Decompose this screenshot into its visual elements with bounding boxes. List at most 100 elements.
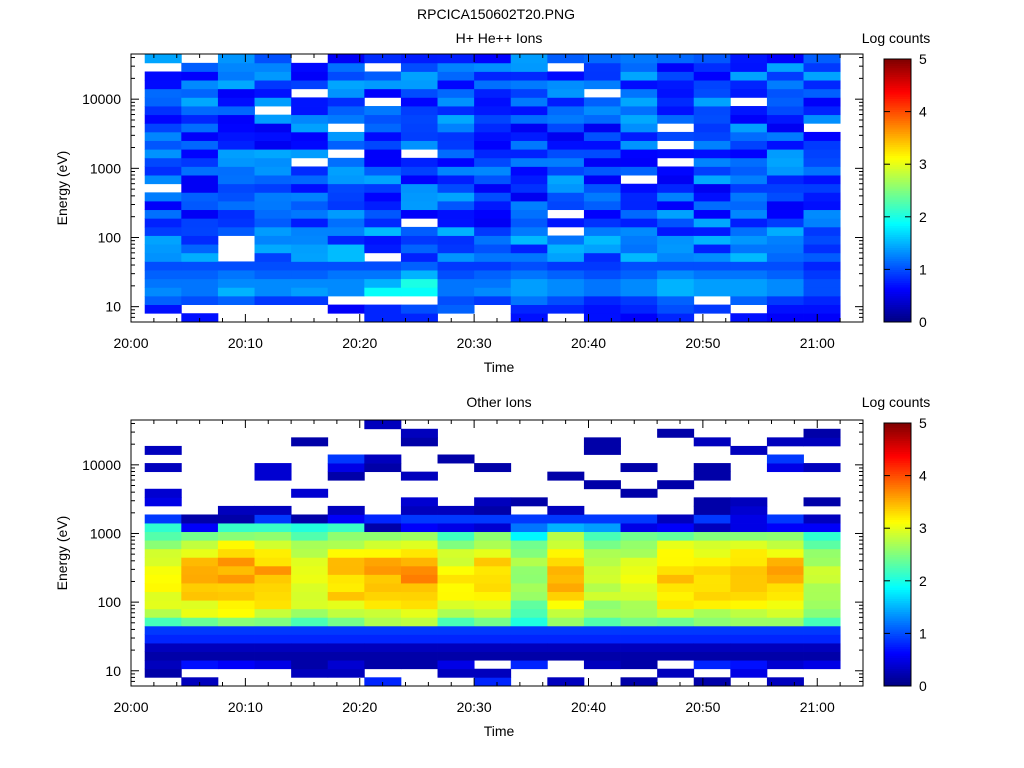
heatmap-cell xyxy=(181,218,219,228)
x-tick-label: 20:30 xyxy=(457,699,492,715)
heatmap-cell xyxy=(766,677,804,687)
heatmap-cell xyxy=(693,514,731,524)
heatmap-cell xyxy=(437,261,475,271)
colorbar-segment xyxy=(884,554,911,558)
heatmap-cell xyxy=(364,140,402,150)
heatmap-cell xyxy=(510,201,548,211)
heatmap-cell xyxy=(400,62,438,72)
heatmap-cell xyxy=(217,278,255,288)
heatmap-cell xyxy=(437,295,475,305)
colorbar-segment xyxy=(884,589,911,593)
colorbar-segment xyxy=(884,280,911,284)
heatmap-cell xyxy=(510,634,548,644)
heatmap-cell xyxy=(400,583,438,593)
colorbar-segment xyxy=(884,122,911,126)
heatmap-cell xyxy=(254,97,292,107)
colorbar-segment xyxy=(884,661,911,665)
heatmap-cell xyxy=(583,557,621,567)
heatmap-cell xyxy=(400,209,438,219)
heatmap-cell xyxy=(364,175,402,185)
heatmap-cell xyxy=(510,625,548,635)
heatmap-cell xyxy=(327,157,365,167)
heatmap-cell xyxy=(474,244,512,254)
heatmap-cell xyxy=(327,454,365,464)
heatmap-cell xyxy=(510,497,548,507)
heatmap-cell xyxy=(327,651,365,661)
heatmap-cell xyxy=(364,565,402,575)
heatmap-cell xyxy=(400,428,438,438)
heatmap-cell xyxy=(510,651,548,661)
heatmap-cell xyxy=(364,261,402,271)
heatmap-cell xyxy=(657,80,695,90)
heatmap-cell xyxy=(693,106,731,116)
heatmap-cell xyxy=(327,209,365,219)
colorbar-segment xyxy=(884,286,911,290)
heatmap-cells xyxy=(144,420,841,687)
heatmap-cell xyxy=(474,106,512,116)
colorbar-segment xyxy=(884,464,911,468)
heatmap-cell xyxy=(474,131,512,141)
heatmap-cell xyxy=(766,643,804,652)
y-tick-label: 100 xyxy=(98,594,122,610)
heatmap-cell xyxy=(510,583,548,593)
heatmap-cell xyxy=(547,634,585,644)
heatmap-cell xyxy=(803,80,841,90)
colorbar-segment xyxy=(884,569,911,573)
colorbar-segment xyxy=(884,306,911,310)
heatmap-cell xyxy=(730,600,768,610)
heatmap-cell xyxy=(547,625,585,635)
colorbar-segment xyxy=(884,455,911,459)
heatmap-cell xyxy=(583,166,621,176)
heatmap-cell xyxy=(693,261,731,271)
colorbar-segment xyxy=(884,148,911,152)
colorbar-frame xyxy=(883,422,912,687)
heatmap-cell xyxy=(181,252,219,262)
heatmap-cell xyxy=(657,226,695,236)
heatmap-cell xyxy=(510,591,548,601)
heatmap-cell xyxy=(144,514,182,524)
colorbar-segment xyxy=(884,486,911,490)
heatmap-cell xyxy=(657,523,695,533)
heatmap-cell xyxy=(583,226,621,236)
heatmap-cell xyxy=(474,270,512,280)
heatmap-cell xyxy=(474,261,512,271)
heatmap-cell xyxy=(803,591,841,601)
colorbar-tick-label: 3 xyxy=(919,520,927,536)
heatmap-cell xyxy=(803,531,841,541)
x-tick-label: 20:50 xyxy=(685,335,720,351)
heatmap-cell xyxy=(437,183,475,193)
heatmap-cell xyxy=(583,106,621,116)
heatmap-cell xyxy=(181,600,219,610)
heatmap-cell xyxy=(291,531,329,541)
heatmap-cell xyxy=(766,651,804,661)
heatmap-cell xyxy=(400,574,438,584)
heatmap-cell xyxy=(657,270,695,280)
heatmap-cell xyxy=(364,209,402,219)
colorbar-segment xyxy=(884,497,911,501)
colorbar-segment xyxy=(884,622,911,626)
heatmap-cell xyxy=(620,660,658,670)
heatmap-cell xyxy=(730,201,768,211)
colorbar-segment xyxy=(884,539,911,542)
heatmap-cell xyxy=(583,643,621,652)
heatmap-cell xyxy=(547,71,585,81)
colorbar-segment xyxy=(884,100,911,104)
heatmap-cell xyxy=(730,226,768,236)
heatmap-cell xyxy=(547,523,585,533)
heatmap-cell xyxy=(766,201,804,211)
colorbar-segment xyxy=(884,541,911,545)
heatmap-cell xyxy=(510,80,548,90)
heatmap-cell xyxy=(217,523,255,533)
heatmap-cell xyxy=(730,445,768,455)
heatmap-cell xyxy=(547,583,585,593)
heatmap-cell xyxy=(400,71,438,81)
heatmap-cell xyxy=(400,514,438,524)
colorbar-segment xyxy=(884,639,911,643)
heatmap-cell xyxy=(766,523,804,533)
heatmap-cell xyxy=(730,497,768,507)
heatmap-cell xyxy=(437,668,475,678)
y-tick-label: 10 xyxy=(105,299,121,315)
heatmap-cell xyxy=(693,557,731,567)
colorbar-segment xyxy=(884,585,911,588)
heatmap-cell xyxy=(766,437,804,447)
